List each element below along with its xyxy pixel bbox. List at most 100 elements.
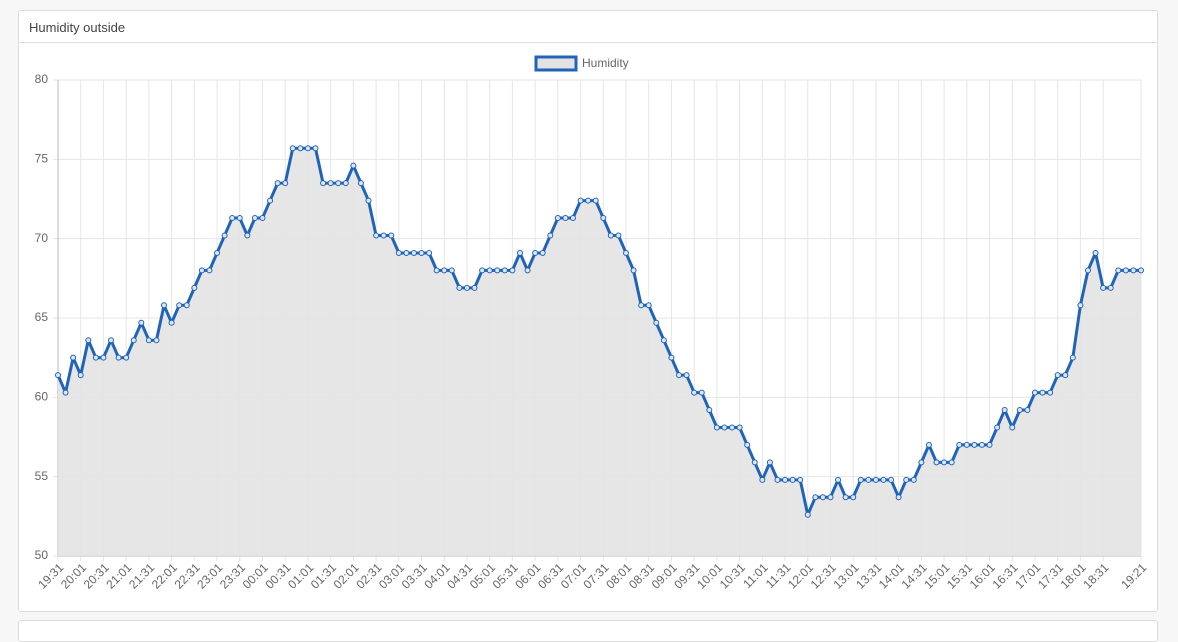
point: [539, 249, 546, 256]
point: [963, 441, 970, 448]
point: [910, 476, 917, 483]
point: [1031, 389, 1038, 396]
point: [494, 267, 501, 274]
panel-title: Humidity outside: [19, 11, 1157, 43]
point: [380, 232, 387, 239]
point: [1016, 407, 1023, 414]
point: [138, 319, 145, 326]
point: [895, 494, 902, 501]
y-tick-label: 60: [35, 390, 49, 404]
point: [1107, 284, 1114, 291]
point: [123, 354, 130, 361]
area: [58, 148, 1141, 556]
point: [660, 337, 667, 344]
point: [676, 372, 683, 379]
point: [327, 180, 334, 187]
point: [812, 494, 819, 501]
point: [706, 407, 713, 414]
point: [229, 215, 236, 222]
point: [1115, 267, 1122, 274]
point: [653, 319, 660, 326]
point: [1039, 389, 1046, 396]
point: [1084, 267, 1091, 274]
point: [683, 372, 690, 379]
point: [410, 249, 417, 256]
point: [161, 302, 168, 309]
y-tick-label: 65: [35, 310, 49, 324]
point: [516, 249, 523, 256]
point: [108, 337, 115, 344]
x-tick-label: 19:21: [1118, 560, 1149, 591]
point: [1001, 407, 1008, 414]
point: [751, 459, 758, 466]
point: [1092, 249, 1099, 256]
point: [92, 354, 99, 361]
point: [1009, 424, 1016, 431]
legend-label: Humidity: [582, 56, 629, 70]
point: [698, 389, 705, 396]
point: [373, 232, 380, 239]
point: [426, 249, 433, 256]
point: [100, 354, 107, 361]
x-tick-label: 10:31: [717, 560, 748, 591]
point: [789, 476, 796, 483]
point: [585, 197, 592, 204]
point: [615, 232, 622, 239]
point: [888, 476, 895, 483]
point: [782, 476, 789, 483]
point: [524, 267, 531, 274]
point: [971, 441, 978, 448]
point: [736, 424, 743, 431]
point: [153, 337, 160, 344]
y-tick-label: 70: [35, 231, 49, 245]
point: [668, 354, 675, 361]
point: [744, 441, 751, 448]
point: [978, 441, 985, 448]
point: [729, 424, 736, 431]
point: [1062, 372, 1069, 379]
point: [797, 476, 804, 483]
point: [55, 372, 61, 379]
point: [244, 232, 251, 239]
point: [592, 197, 599, 204]
point: [721, 424, 728, 431]
point: [691, 389, 698, 396]
point: [62, 389, 69, 396]
page: {"chart_data": {"type": "line", "title":…: [18, 10, 1158, 642]
point: [441, 267, 448, 274]
point: [168, 319, 175, 326]
point: [1054, 372, 1061, 379]
point: [713, 424, 720, 431]
point: [479, 267, 486, 274]
point: [509, 267, 516, 274]
point: [463, 284, 470, 291]
point: [501, 267, 508, 274]
x-tick-label: 18:31: [1080, 560, 1111, 591]
point: [418, 249, 425, 256]
point: [274, 180, 281, 187]
point: [183, 302, 190, 309]
point: [198, 267, 205, 274]
point: [350, 162, 357, 169]
point: [554, 215, 561, 222]
point: [145, 337, 152, 344]
point: [403, 249, 410, 256]
point: [320, 180, 327, 187]
point: [471, 284, 478, 291]
point: [433, 267, 440, 274]
point: [85, 337, 92, 344]
point: [282, 180, 289, 187]
point: [259, 215, 266, 222]
point: [221, 232, 228, 239]
point: [577, 197, 584, 204]
point: [623, 249, 630, 256]
point: [342, 180, 349, 187]
point: [236, 215, 243, 222]
point: [948, 459, 955, 466]
point: [925, 441, 932, 448]
point: [312, 145, 319, 152]
point: [850, 494, 857, 501]
point: [547, 232, 554, 239]
point: [562, 215, 569, 222]
y-tick-label: 75: [35, 152, 49, 166]
